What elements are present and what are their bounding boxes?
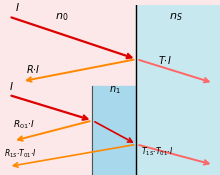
Text: $R_{01}{\cdot}I$: $R_{01}{\cdot}I$ xyxy=(13,118,35,131)
Text: $R{\cdot}I$: $R{\cdot}I$ xyxy=(26,63,41,75)
Text: $I$: $I$ xyxy=(15,1,20,13)
Text: $n_0$: $n_0$ xyxy=(55,11,68,23)
Bar xyxy=(92,86,136,175)
Bar xyxy=(136,5,220,175)
Text: $T_{1S}{\cdot}T_{01}{\cdot}I$: $T_{1S}{\cdot}T_{01}{\cdot}I$ xyxy=(141,146,173,158)
Text: $n_S$: $n_S$ xyxy=(169,11,183,23)
Text: $I$: $I$ xyxy=(9,80,14,92)
Text: $T{\cdot}I$: $T{\cdot}I$ xyxy=(158,54,172,66)
Text: $n_1$: $n_1$ xyxy=(108,84,120,96)
Text: $R_{1S}{\cdot}T_{01}{\cdot}I$: $R_{1S}{\cdot}T_{01}{\cdot}I$ xyxy=(4,147,37,160)
Bar xyxy=(0,5,136,175)
